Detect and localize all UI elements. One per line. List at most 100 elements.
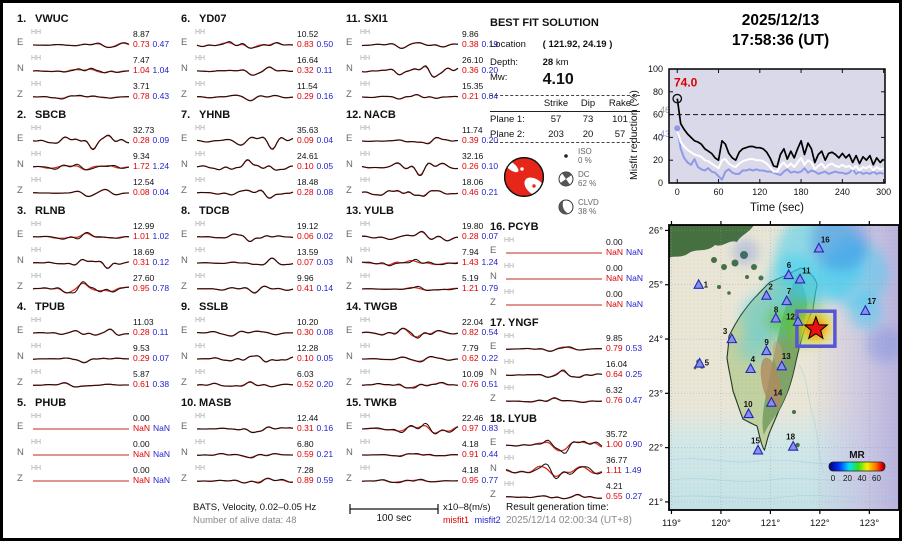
misfit1-value: 0.28 — [297, 187, 314, 197]
misfit2-value: 1.24 — [152, 161, 170, 171]
band-label: HH — [504, 429, 515, 436]
amplitude-value: 10.20 — [297, 317, 319, 327]
component-label: E — [346, 133, 353, 144]
waveform-trace — [33, 42, 130, 49]
best-fit-solution-panel: BEST FIT SOLUTION Location ( 121.92, 24.… — [490, 13, 642, 219]
footer-dataset: BATS, Velocity, 0.02–0.05 Hz — [193, 502, 317, 513]
misfit2-value: 0.21 — [316, 449, 334, 459]
amplitude-value: 9.86 — [462, 29, 479, 39]
station-header: 12. NACB — [346, 107, 506, 124]
waveform-row: N HH 18.69 0.31 0.12 — [17, 246, 177, 272]
station-name: YHNB — [199, 109, 231, 121]
band-label: HH — [360, 273, 371, 280]
misfit2-value: NaN — [626, 247, 644, 257]
misfit1-value: 0.76 — [462, 379, 479, 389]
waveform-values: 0.00 NaN NaN — [606, 237, 643, 257]
waveform-row: E HH 22.46 0.97 0.83 — [346, 412, 506, 438]
waveform-values: 12.99 1.01 1.02 — [133, 221, 169, 241]
amplitude-value: 10.52 — [297, 29, 319, 39]
waveform-row: N HH 7.79 0.62 0.22 — [346, 342, 506, 368]
component-label: E — [181, 133, 188, 144]
waveform-row: E HH 22.04 0.82 0.54 — [346, 316, 506, 342]
waveform-row: Z HH 5.19 1.21 0.79 — [346, 272, 506, 298]
plane2-strike: 203 — [548, 129, 564, 140]
station-header: 7. YHNB — [181, 107, 341, 124]
waveform-trace — [33, 428, 129, 430]
amplitude-value: 12.28 — [297, 343, 319, 353]
station-number: 13. — [346, 205, 362, 217]
station-name: SXI1 — [364, 13, 388, 25]
station-header: 5. PHUB — [17, 395, 177, 412]
lon-label: 121° — [761, 518, 781, 529]
plane1-dip: 73 — [582, 114, 594, 125]
band-label: HH — [360, 465, 371, 472]
amplitude-value: 12.99 — [133, 221, 155, 231]
waveform-row: E HH 12.99 1.01 1.02 — [17, 220, 177, 246]
waveform-row: E HH 9.86 0.38 0.19 — [346, 28, 506, 54]
misfit2-value: 0.59 — [316, 475, 334, 485]
station-triangle-icon — [781, 294, 793, 306]
svg-text:46: 46 — [660, 105, 670, 115]
station-block: 12. NACB E HH 11.74 0.39 0.20 N HH 32.16 0… — [346, 107, 506, 203]
waveform-row: N HH 7.94 1.43 1.24 — [346, 246, 506, 272]
band-label: HH — [360, 151, 371, 158]
component-label: E — [490, 245, 497, 256]
misfit1-value: 0.62 — [462, 353, 479, 363]
station-triangle-icon — [813, 242, 825, 253]
band-label: HH — [360, 317, 371, 324]
station-name: SBCB — [35, 109, 67, 121]
misfit2-value: 0.05 — [316, 353, 334, 363]
component-label: Z — [181, 281, 187, 292]
waveform-row: N HH 12.28 0.10 0.05 — [181, 342, 341, 368]
waveform-trace — [361, 327, 459, 339]
misfit2-value: 0.27 — [625, 491, 643, 501]
station-name: NACB — [364, 109, 396, 121]
dc-value: 62 % — [578, 179, 597, 188]
station-number: 8. — [181, 205, 191, 217]
waveform-row: Z HH 10.09 0.76 0.51 — [346, 368, 506, 394]
waveform-values: 32.73 0.28 0.09 — [133, 125, 169, 145]
station-map-number: 1 — [704, 281, 709, 290]
amplitude-value: 15.35 — [462, 81, 484, 91]
waveform-trace — [361, 65, 459, 78]
misfit1-value: 1.00 — [606, 439, 623, 449]
waveform-values: 12.28 0.10 0.05 — [297, 343, 333, 363]
amplitude-value: 0.00 — [133, 465, 150, 475]
misfit2-value: 0.08 — [316, 187, 334, 197]
component-label: N — [490, 463, 497, 474]
station-block: 10. MASB E HH 12.44 0.31 0.16 N HH 6.80 0.… — [181, 395, 341, 491]
waveform-values: 13.59 0.07 0.03 — [297, 247, 333, 267]
waveform-trace — [197, 257, 294, 266]
amplitude-value: 3.71 — [133, 81, 150, 91]
iso-label: ISO — [578, 147, 592, 156]
station-name: SSLB — [199, 301, 229, 313]
colorbar-title: MR — [849, 450, 865, 461]
misfit1-value: 0.82 — [462, 327, 479, 337]
amplitude-value: 12.44 — [297, 413, 319, 423]
station-name: MASB — [199, 397, 232, 409]
component-label: E — [17, 229, 24, 240]
waveform-values: 6.80 0.59 0.21 — [297, 439, 333, 459]
misfit1-value: 0.28 — [462, 231, 479, 241]
station-triangle-icon — [794, 273, 806, 284]
clvd-row: CLVD 38 % — [558, 198, 599, 216]
band-label: HH — [195, 413, 206, 420]
misfit1-value: 0.83 — [297, 39, 314, 49]
amplitude-value: 19.80 — [462, 221, 484, 231]
station-map-number: 11 — [802, 266, 811, 275]
waveform-values: 22.46 0.97 0.83 — [462, 413, 498, 433]
waveform-row: E HH 0.00 NaN NaN — [490, 236, 650, 262]
waveform-row: N HH 32.16 0.26 0.10 — [346, 150, 506, 176]
component-label: N — [490, 367, 497, 378]
misfit1-value: 0.64 — [606, 369, 623, 379]
misfit2-value: 0.16 — [316, 91, 334, 101]
colorbar-gradient — [828, 461, 886, 472]
station-map-number: 7 — [787, 287, 792, 296]
band-label: HH — [31, 81, 42, 88]
svg-text:60: 60 — [653, 110, 663, 120]
misfit1-value: 0.52 — [297, 379, 314, 389]
amplitude-value: 13.59 — [297, 247, 319, 257]
misfit2-value: 0.83 — [481, 423, 499, 433]
misfit2-value: 0.21 — [481, 187, 499, 197]
component-label: Z — [17, 473, 23, 484]
